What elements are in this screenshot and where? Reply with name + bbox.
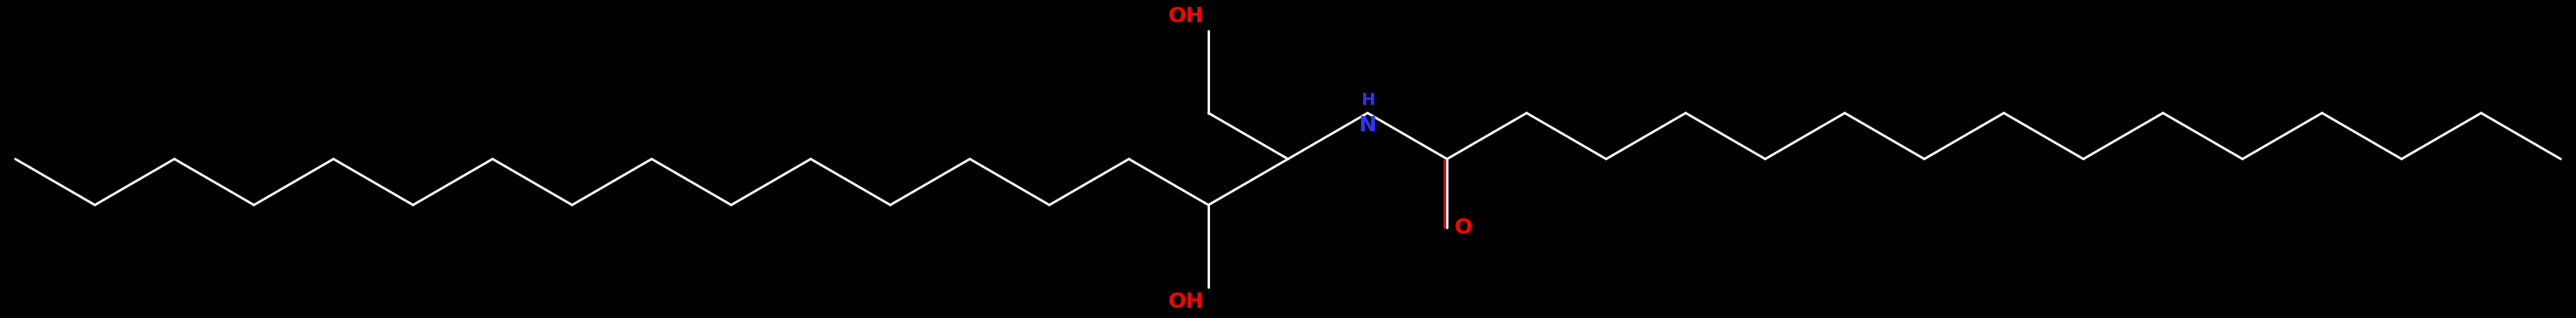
Text: OH: OH: [1170, 292, 1203, 313]
Text: O: O: [1453, 218, 1471, 238]
Text: H: H: [1360, 92, 1376, 108]
Text: OH: OH: [1170, 5, 1203, 26]
Text: N: N: [1358, 115, 1376, 135]
